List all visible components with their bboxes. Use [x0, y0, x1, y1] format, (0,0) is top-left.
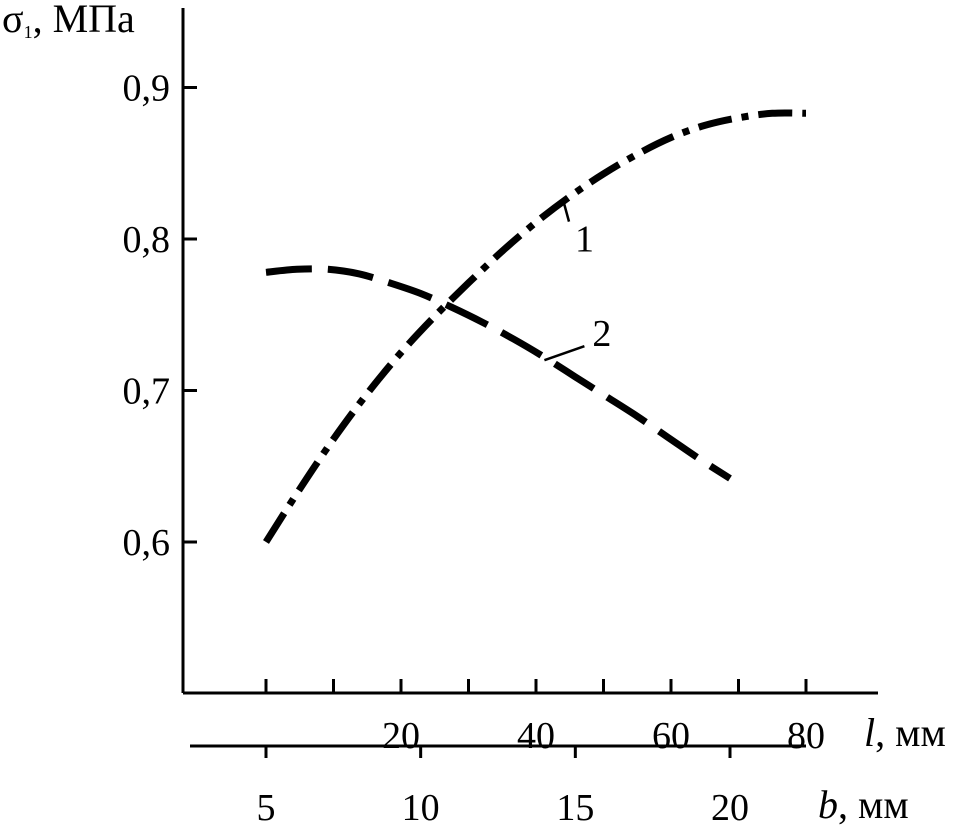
y-ticks: 0,9 0,8 0,7 0,6	[123, 68, 197, 564]
y-tick-label: 0,6	[123, 522, 171, 564]
x-axis-b-unit: , мм	[838, 782, 909, 827]
x-ticks-l: 20 40 60 80	[264, 679, 825, 757]
y-axis-title: σ1, МПа	[2, 0, 135, 42]
series-group: 12	[263, 109, 807, 544]
x-b-tick-label: 20	[711, 787, 749, 827]
y-axis-subscript: 1	[24, 22, 33, 42]
y-tick-label: 0,8	[123, 219, 171, 261]
series-label-1: 1	[575, 219, 594, 261]
x-axis-l-symbol: l	[864, 710, 875, 755]
x-l-tick-label: 40	[517, 715, 555, 757]
x-l-tick-label: 20	[382, 715, 420, 757]
x-axis-b-title: b, мм	[818, 782, 909, 827]
x-b-tick-label: 15	[556, 787, 594, 827]
x-axis-l-title: l, мм	[864, 710, 946, 755]
series-line-2	[265, 265, 732, 482]
y-tick-label: 0,7	[123, 371, 171, 413]
axes	[181, 8, 878, 748]
y-tick-label: 0,9	[123, 68, 171, 110]
series-leader-1	[561, 199, 571, 222]
series-line-1	[263, 109, 807, 544]
y-axis-symbol: σ	[2, 0, 24, 41]
series-label-2: 2	[592, 313, 611, 355]
x-l-tick-label: 80	[787, 715, 825, 757]
x-l-tick-label: 60	[652, 715, 690, 757]
series-leader-2	[543, 345, 585, 362]
x-b-tick-label: 10	[402, 787, 440, 827]
y-axis-unit: , МПа	[33, 0, 135, 41]
x-ticks-b: 5 10 15 20	[257, 746, 749, 827]
x-b-tick-label: 5	[257, 787, 276, 827]
x-axis-b-symbol: b	[818, 782, 838, 827]
x-axis-l-unit: , мм	[875, 710, 946, 755]
